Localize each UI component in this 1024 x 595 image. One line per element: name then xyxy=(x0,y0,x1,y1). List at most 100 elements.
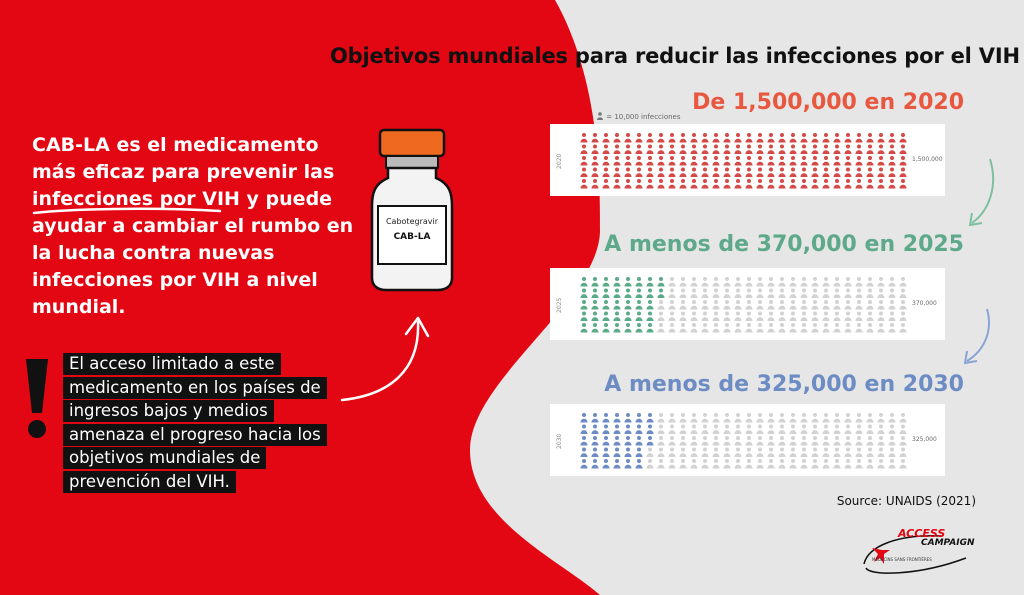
person-icon-inactive xyxy=(679,413,687,423)
person-icon-active xyxy=(690,133,698,143)
person-icon-inactive xyxy=(657,459,665,469)
person-icon-inactive xyxy=(745,447,753,457)
person-icon-active xyxy=(778,144,786,154)
person-icon-active xyxy=(602,156,610,166)
person-icon-inactive xyxy=(811,424,819,434)
person-icon-inactive xyxy=(866,413,874,423)
person-icon-inactive xyxy=(811,436,819,446)
person-icon-inactive xyxy=(844,300,852,310)
person-icon-inactive xyxy=(833,300,841,310)
person-icon-active xyxy=(646,300,654,310)
msf-access-logo xyxy=(863,535,967,574)
person-icon-active xyxy=(646,133,654,143)
person-icon-inactive xyxy=(800,311,808,321)
person-icon-inactive xyxy=(899,277,907,287)
person-icon-active xyxy=(635,179,643,189)
person-icon-active xyxy=(723,144,731,154)
person-icon-inactive xyxy=(789,311,797,321)
person-icon-active xyxy=(602,424,610,434)
person-icon-active xyxy=(756,133,764,143)
person-icon-inactive xyxy=(712,277,720,287)
person-icon-active xyxy=(844,133,852,143)
person-icon-inactive xyxy=(668,311,676,321)
person-icon-inactive xyxy=(745,311,753,321)
person-icon-inactive xyxy=(833,277,841,287)
person-icon-inactive xyxy=(789,424,797,434)
person-icon-inactive xyxy=(756,323,764,333)
person-icon-inactive xyxy=(712,447,720,457)
person-icon-active xyxy=(899,133,907,143)
person-icon-inactive xyxy=(888,459,896,469)
person-icon-inactive xyxy=(778,436,786,446)
person-icon-active xyxy=(899,144,907,154)
person-icon-active xyxy=(591,133,599,143)
person-icon-inactive xyxy=(756,300,764,310)
person-icon-inactive xyxy=(866,436,874,446)
person-icon-active xyxy=(745,167,753,177)
person-icon-inactive xyxy=(756,288,764,298)
person-icon-active xyxy=(602,288,610,298)
person-icon-inactive xyxy=(767,288,775,298)
person-icon-active xyxy=(690,167,698,177)
person-icon-inactive xyxy=(756,277,764,287)
person-icon-active xyxy=(778,179,786,189)
person-icon-inactive xyxy=(712,436,720,446)
person-icon-active xyxy=(822,156,830,166)
person-icon-active xyxy=(756,167,764,177)
person-icon-active xyxy=(624,167,632,177)
person-icon-active xyxy=(591,436,599,446)
person-icon-inactive xyxy=(855,323,863,333)
person-icon-active xyxy=(635,413,643,423)
person-icon-active xyxy=(591,179,599,189)
person-icon-inactive xyxy=(844,436,852,446)
person-icon-inactive xyxy=(745,424,753,434)
person-icon-active xyxy=(657,133,665,143)
person-icon-active xyxy=(855,179,863,189)
person-icon-inactive xyxy=(668,447,676,457)
person-icon-active xyxy=(613,133,621,143)
person-icon-inactive xyxy=(723,323,731,333)
person-icon-active xyxy=(833,179,841,189)
person-icon-inactive xyxy=(679,447,687,457)
person-icon-inactive xyxy=(657,300,665,310)
person-icon-active xyxy=(811,167,819,177)
section-title-2025: A menos de 370,000 en 2025 xyxy=(604,232,964,257)
person-icon-active xyxy=(800,179,808,189)
person-icon-active xyxy=(866,179,874,189)
person-icon-inactive xyxy=(657,311,665,321)
person-icon-active xyxy=(646,413,654,423)
person-icon-inactive xyxy=(668,288,676,298)
person-icon-inactive xyxy=(712,323,720,333)
person-icon-inactive xyxy=(877,436,885,446)
person-icon-inactive xyxy=(679,436,687,446)
logo-access-text: ACCESS xyxy=(898,527,946,540)
vial-label-name: Cabotegravir xyxy=(385,217,439,226)
person-icon-active xyxy=(646,277,654,287)
person-icon-active xyxy=(668,133,676,143)
pictogram-panel-2030: 2030 325,000 xyxy=(550,404,945,476)
person-icon-active xyxy=(701,144,709,154)
person-icon-inactive xyxy=(789,413,797,423)
person-icon-inactive xyxy=(888,277,896,287)
person-icon-inactive xyxy=(899,288,907,298)
person-icon-inactive xyxy=(833,311,841,321)
person-icon-active xyxy=(668,156,676,166)
person-icon-active xyxy=(811,144,819,154)
person-icon-active xyxy=(855,156,863,166)
person-icon-inactive xyxy=(800,447,808,457)
person-icon-active xyxy=(591,323,599,333)
person-icon-active xyxy=(833,156,841,166)
person-icon-inactive xyxy=(789,447,797,457)
person-icon-active xyxy=(580,288,588,298)
person-icon-inactive xyxy=(701,323,709,333)
person-icon-active xyxy=(668,144,676,154)
person-icon-inactive xyxy=(679,311,687,321)
person-icon-active xyxy=(745,144,753,154)
person-icon-inactive xyxy=(899,436,907,446)
curved-arrow-1 xyxy=(968,158,995,227)
person-icon-active xyxy=(646,144,654,154)
person-icon-inactive xyxy=(899,300,907,310)
warning-line: objetivos mundiales de xyxy=(63,446,383,470)
person-icon-inactive xyxy=(745,323,753,333)
person-icon-inactive xyxy=(833,424,841,434)
